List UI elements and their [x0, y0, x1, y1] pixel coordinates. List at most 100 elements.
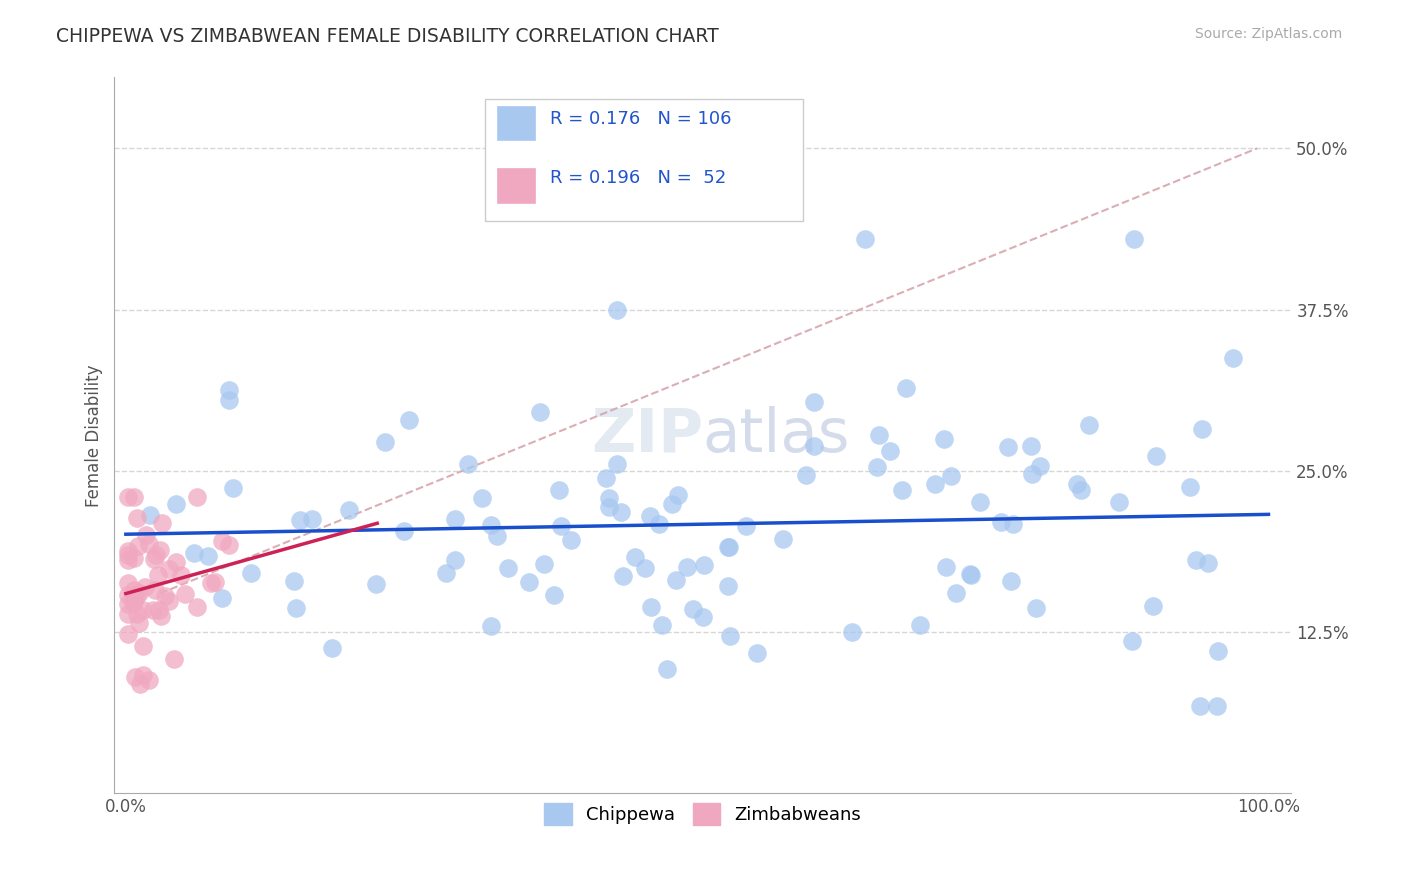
Legend: Chippewa, Zimbabweans: Chippewa, Zimbabweans	[536, 795, 870, 834]
Point	[444, 511, 467, 525]
Point	[1121, 633, 1143, 648]
Point	[117, 607, 139, 622]
Point	[138, 537, 160, 551]
Point	[529, 405, 551, 419]
Point	[398, 413, 420, 427]
FancyBboxPatch shape	[496, 169, 534, 202]
Point	[734, 518, 756, 533]
Point	[666, 487, 689, 501]
Point	[285, 601, 308, 615]
Point	[117, 544, 139, 558]
Point	[479, 619, 502, 633]
Point	[610, 505, 633, 519]
Point	[148, 602, 170, 616]
Point	[959, 567, 981, 582]
Point	[200, 576, 222, 591]
Point	[606, 457, 628, 471]
Point	[1078, 417, 1101, 432]
Point	[152, 516, 174, 530]
Point	[157, 594, 180, 608]
Point	[301, 511, 323, 525]
Point	[1021, 467, 1043, 481]
Point	[128, 586, 150, 600]
Point	[122, 490, 145, 504]
Point	[1144, 450, 1167, 464]
Point	[128, 615, 150, 630]
Point	[434, 566, 457, 580]
Point	[1021, 439, 1043, 453]
Point	[197, 549, 219, 564]
Point	[648, 517, 671, 532]
Point	[283, 574, 305, 588]
Point	[124, 670, 146, 684]
Point	[1197, 556, 1219, 570]
Point	[183, 545, 205, 559]
Point	[321, 640, 343, 655]
Point	[1028, 459, 1050, 474]
Point	[157, 562, 180, 576]
Point	[560, 533, 582, 547]
Point	[598, 500, 620, 515]
Point	[548, 483, 571, 497]
Point	[218, 383, 240, 397]
Point	[1002, 516, 1025, 531]
Point	[170, 567, 193, 582]
Point	[121, 596, 143, 610]
Point	[165, 555, 187, 569]
Point	[239, 566, 262, 581]
Point	[640, 600, 662, 615]
Point	[117, 548, 139, 562]
Point	[132, 639, 155, 653]
Point	[945, 586, 967, 600]
Point	[1206, 698, 1229, 713]
Point	[222, 481, 245, 495]
Point	[150, 609, 173, 624]
Point	[853, 232, 876, 246]
Point	[1122, 232, 1144, 246]
Point	[745, 647, 768, 661]
Point	[1178, 480, 1201, 494]
Point	[153, 589, 176, 603]
Point	[117, 575, 139, 590]
Point	[125, 607, 148, 621]
Point	[717, 579, 740, 593]
Point	[290, 513, 312, 527]
Point	[117, 597, 139, 611]
Point	[134, 580, 156, 594]
Point	[717, 540, 740, 554]
Point	[1191, 422, 1213, 436]
Point	[204, 575, 226, 590]
Text: Source: ZipAtlas.com: Source: ZipAtlas.com	[1195, 27, 1343, 41]
Point	[533, 557, 555, 571]
Point	[143, 582, 166, 597]
Point	[174, 586, 197, 600]
Point	[471, 491, 494, 506]
Point	[145, 548, 167, 562]
Point	[841, 625, 863, 640]
Point	[519, 575, 541, 590]
Point	[485, 529, 508, 543]
Point	[718, 629, 741, 643]
Point	[125, 510, 148, 524]
Point	[457, 458, 479, 472]
Point	[550, 518, 572, 533]
Point	[117, 626, 139, 640]
Point	[990, 515, 1012, 529]
Point	[794, 467, 817, 482]
Point	[803, 395, 825, 409]
Point	[337, 503, 360, 517]
Point	[935, 560, 957, 574]
Point	[218, 392, 240, 407]
Point	[595, 470, 617, 484]
Point	[1222, 351, 1244, 366]
Point	[149, 543, 172, 558]
Point	[651, 618, 673, 632]
Point	[772, 532, 794, 546]
Point	[634, 561, 657, 575]
Point	[665, 574, 688, 588]
Point	[866, 459, 889, 474]
Point	[163, 652, 186, 666]
Point	[117, 490, 139, 504]
Point	[138, 673, 160, 687]
Point	[165, 498, 187, 512]
